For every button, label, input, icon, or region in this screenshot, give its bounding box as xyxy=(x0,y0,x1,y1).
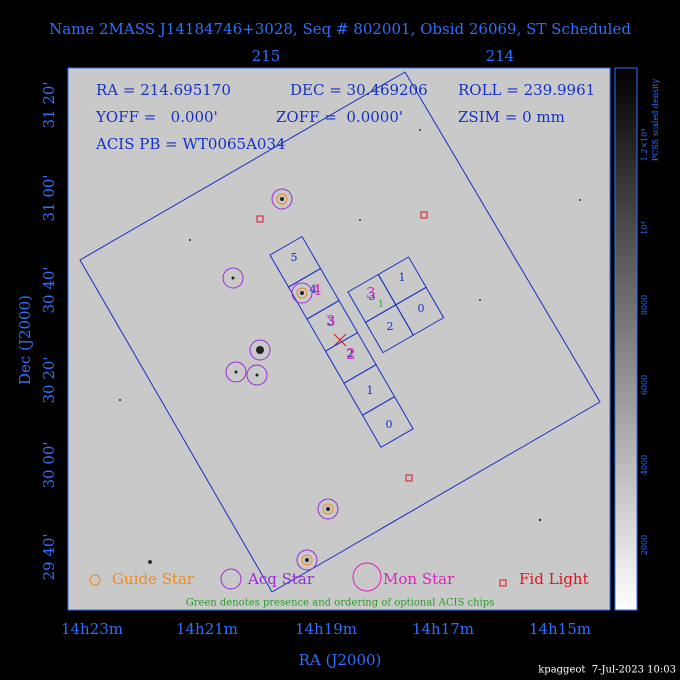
info: ACIS PB = WT0065A034 xyxy=(95,135,286,153)
colorbar-label: 6000 xyxy=(640,375,649,395)
chip-label: 4 xyxy=(310,283,317,296)
legend-item: Mon Star xyxy=(383,570,455,588)
chip-label: 5 xyxy=(291,251,298,264)
chip-label: 2 xyxy=(347,347,354,360)
chip-label: 0 xyxy=(418,302,425,315)
chip-label: 2 xyxy=(387,320,394,333)
colorbar-label: 8000 xyxy=(640,295,649,315)
y-tick-label: 31 00' xyxy=(40,174,58,221)
colorbar-label: 4000 xyxy=(640,455,649,475)
footer: kpaggeot 7-Jul-2023 10:03 xyxy=(538,665,676,676)
legend-icon xyxy=(499,579,507,587)
i-array xyxy=(347,256,445,354)
fid-lights xyxy=(256,211,428,482)
colorbar-label: 2000 xyxy=(640,535,649,555)
info: YOFF = 0.000' xyxy=(95,108,218,126)
colorbar-labels: 2000 4000 6000 8000 10⁴ 1.2×10⁴ PCSS sca… xyxy=(640,78,660,555)
legend-item: Acq Star xyxy=(247,570,315,588)
colorbar-title: PCSS scaled density xyxy=(651,78,660,161)
info: ROLL = 239.9961 xyxy=(458,81,595,99)
x-tick-label: 14h23m xyxy=(61,620,123,638)
x-tick-label: 14h19m xyxy=(295,620,357,638)
note: Green denotes presence and ordering of o… xyxy=(186,598,495,609)
legend-icon xyxy=(352,562,382,592)
optional-chip: 1 xyxy=(378,300,384,310)
top-tick: 215 xyxy=(252,47,281,65)
stars-bg xyxy=(119,129,581,564)
info: DEC = 30.469206 xyxy=(290,81,428,99)
marker: 2 xyxy=(346,345,356,363)
x-tick-label: 14h17m xyxy=(412,620,474,638)
info: ZOFF = 0.0000' xyxy=(276,108,403,126)
legend-icon xyxy=(89,574,101,586)
chip-label: 1 xyxy=(367,384,374,397)
x-tick-label: 14h15m xyxy=(529,620,591,638)
top-tick: 214 xyxy=(486,47,515,65)
x-tick-label: 14h21m xyxy=(176,620,238,638)
y-tick-label: 30 40' xyxy=(40,266,58,313)
y-tick-label: 30 20' xyxy=(40,356,58,403)
chip-label: 0 xyxy=(386,418,393,431)
info: RA = 214.695170 xyxy=(96,81,231,99)
field-outline xyxy=(79,71,601,593)
legend-item: Guide Star xyxy=(112,570,195,588)
x-title: RA (J2000) xyxy=(299,651,382,669)
x-labels: 14h23m 14h21m 14h19m 14h17m 14h15m RA (J… xyxy=(61,620,591,669)
colorbar-label: 10⁴ xyxy=(640,221,649,234)
info: ZSIM = 0 mm xyxy=(458,108,565,126)
colorbar xyxy=(614,67,638,611)
chip-label: 3 xyxy=(328,315,335,328)
y-tick-label: 30 00' xyxy=(40,441,58,488)
marker: 4 xyxy=(312,281,322,299)
star-cores xyxy=(231,197,330,562)
marker: 3 xyxy=(366,284,376,302)
legend-item: Fid Light xyxy=(519,570,589,588)
y-tick-label: 29 40' xyxy=(40,533,58,580)
y-labels: 31 20' 31 00' 30 40' 30 20' 30 00' 29 40… xyxy=(16,81,58,580)
legend-icon xyxy=(220,568,242,590)
acq-stars xyxy=(222,188,339,571)
y-tick-label: 31 20' xyxy=(40,81,58,128)
chip-label: 3 xyxy=(369,290,376,303)
y-title: Dec (J2000) xyxy=(16,295,34,385)
title: Name 2MASS J14184746+3028, Seq # 802001,… xyxy=(49,20,631,38)
guide-stars xyxy=(276,193,334,566)
chip-label: 1 xyxy=(399,271,406,284)
marker: 3 xyxy=(326,312,336,330)
colorbar-label: 1.2×10⁴ xyxy=(640,129,649,162)
